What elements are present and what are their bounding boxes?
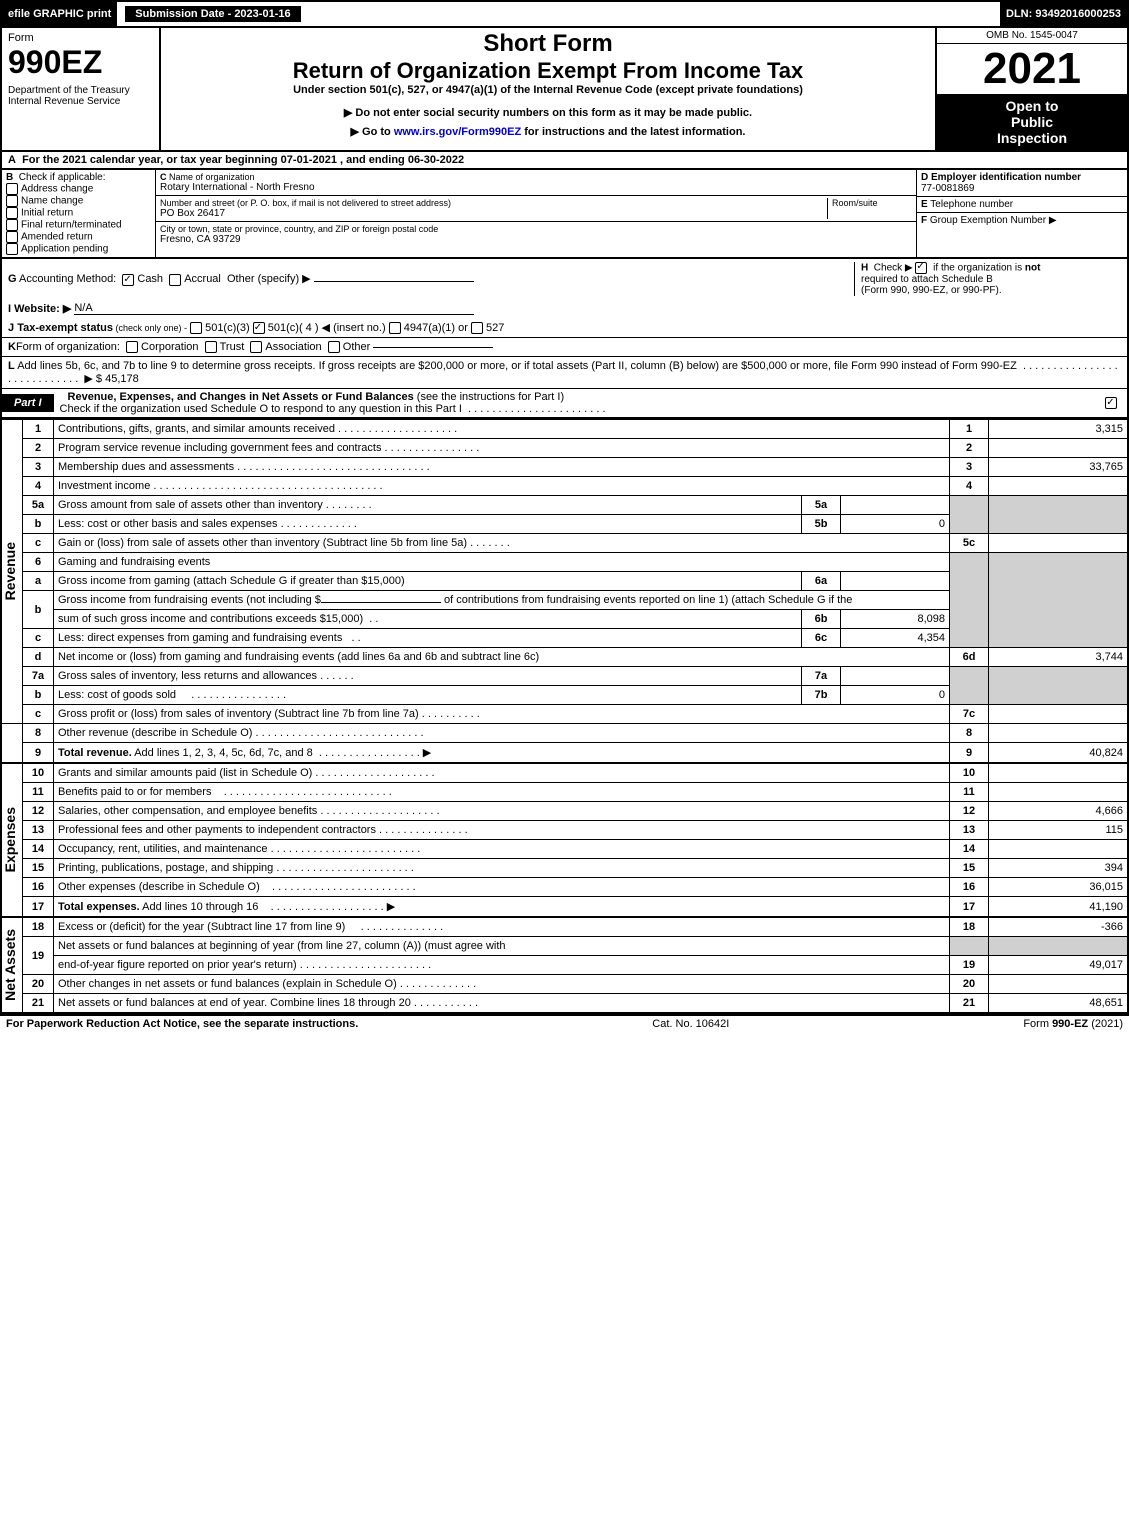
checkbox-4947[interactable]: [389, 322, 401, 334]
checkbox-address-change[interactable]: [6, 183, 18, 195]
org-street: PO Box 26417: [160, 208, 827, 219]
checkbox-final-return[interactable]: [6, 219, 18, 231]
checkbox-pending[interactable]: [6, 243, 18, 255]
footer-cat: Cat. No. 10642I: [358, 1018, 1023, 1030]
line-9-value: 40,824: [989, 743, 1129, 764]
line-1-value: 3,315: [989, 420, 1129, 439]
line-5b-value: 0: [841, 515, 950, 534]
checkbox-amended[interactable]: [6, 231, 18, 243]
col-de: D Employer identification number 77-0081…: [916, 170, 1129, 257]
line-6c-value: 4,354: [841, 629, 950, 648]
checkbox-501c3[interactable]: [190, 322, 202, 334]
footer-left: For Paperwork Reduction Act Notice, see …: [6, 1018, 358, 1030]
header-center: Short Form Return of Organization Exempt…: [161, 28, 935, 150]
dln-label: DLN: 93492016000253: [1000, 2, 1127, 26]
line-21-value: 48,651: [989, 994, 1129, 1014]
checkbox-501c[interactable]: [253, 322, 265, 334]
col-b-checkboxes: B Check if applicable: Address change Na…: [0, 170, 156, 257]
form-label: Form: [8, 32, 153, 44]
tax-year: 2021: [937, 44, 1127, 94]
part-1-table: Revenue 1Contributions, gifts, grants, a…: [0, 419, 1129, 1014]
col-c-org: C Name of organization Rotary Internatio…: [156, 170, 916, 257]
ein: 77-0081869: [921, 183, 1123, 194]
note-goto: ▶ Go to www.irs.gov/Form990EZ for instru…: [167, 125, 929, 138]
top-bar: efile GRAPHIC print Submission Date - 20…: [0, 0, 1129, 28]
line-16-value: 36,015: [989, 878, 1129, 897]
line-17-value: 41,190: [989, 897, 1129, 918]
website-value: N/A: [74, 302, 92, 314]
efile-print-label[interactable]: efile GRAPHIC print: [2, 2, 117, 26]
open-to-public: Open to Public Inspection: [937, 94, 1127, 150]
line-k: K Form of organization: Corporation Trus…: [0, 338, 1129, 357]
checkbox-corp[interactable]: [126, 341, 138, 353]
checkbox-527[interactable]: [471, 322, 483, 334]
org-info-grid: B Check if applicable: Address change Na…: [0, 170, 1129, 259]
line-6b-value: 8,098: [841, 610, 950, 629]
line-19-value: 49,017: [989, 956, 1129, 975]
dept-label: Department of the Treasury: [8, 85, 153, 96]
part-1-header: Part I Revenue, Expenses, and Changes in…: [0, 389, 1129, 419]
header-left: Form 990EZ Department of the Treasury In…: [2, 28, 161, 150]
line-g-h: G Accounting Method: Cash Accrual Other …: [0, 259, 1129, 299]
line-12-value: 4,666: [989, 802, 1129, 821]
submission-date: Submission Date - 2023-01-16: [125, 6, 300, 22]
checkbox-schedule-b[interactable]: [915, 262, 927, 274]
line-15-value: 394: [989, 859, 1129, 878]
expenses-section-label: Expenses: [2, 807, 18, 872]
note-ssn: ▶ Do not enter social security numbers o…: [167, 106, 929, 119]
line-6d-value: 3,744: [989, 648, 1129, 667]
omb-number: OMB No. 1545-0047: [937, 28, 1127, 44]
form-header: Form 990EZ Department of the Treasury In…: [0, 28, 1129, 152]
revenue-section-label: Revenue: [2, 542, 18, 600]
checkbox-other-org[interactable]: [328, 341, 340, 353]
line-l: L Add lines 5b, 6c, and 7b to line 9 to …: [0, 357, 1129, 389]
irs-link[interactable]: www.irs.gov/Form990EZ: [394, 126, 521, 138]
checkbox-name-change[interactable]: [6, 195, 18, 207]
line-3-value: 33,765: [989, 458, 1129, 477]
checkbox-schedule-o[interactable]: [1105, 397, 1117, 409]
org-city: Fresno, CA 93729: [160, 234, 912, 245]
header-right: OMB No. 1545-0047 2021 Open to Public In…: [935, 28, 1127, 150]
checkbox-assoc[interactable]: [250, 341, 262, 353]
checkbox-trust[interactable]: [205, 341, 217, 353]
checkbox-initial-return[interactable]: [6, 207, 18, 219]
line-j: J Tax-exempt status (check only one) - 5…: [0, 318, 1129, 338]
subtitle: Under section 501(c), 527, or 4947(a)(1)…: [167, 84, 929, 96]
checkbox-accrual[interactable]: [169, 274, 181, 286]
irs-label: Internal Revenue Service: [8, 96, 153, 107]
netassets-section-label: Net Assets: [2, 929, 18, 1001]
main-title: Return of Organization Exempt From Incom…: [167, 58, 929, 84]
short-form-title: Short Form: [167, 30, 929, 58]
line-i: I Website: ▶ N/A: [0, 299, 1129, 318]
gross-receipts: 45,178: [105, 373, 139, 385]
footer-right: Form 990-EZ (2021): [1023, 1018, 1123, 1030]
line-7b-value: 0: [841, 686, 950, 705]
checkbox-cash[interactable]: [122, 274, 134, 286]
part-1-label: Part I: [2, 394, 54, 412]
org-name: Rotary International - North Fresno: [160, 182, 912, 193]
page-footer: For Paperwork Reduction Act Notice, see …: [0, 1014, 1129, 1032]
line-a: A For the 2021 calendar year, or tax yea…: [0, 152, 1129, 170]
line-18-value: -366: [989, 917, 1129, 937]
form-number: 990EZ: [8, 44, 153, 81]
line-13-value: 115: [989, 821, 1129, 840]
